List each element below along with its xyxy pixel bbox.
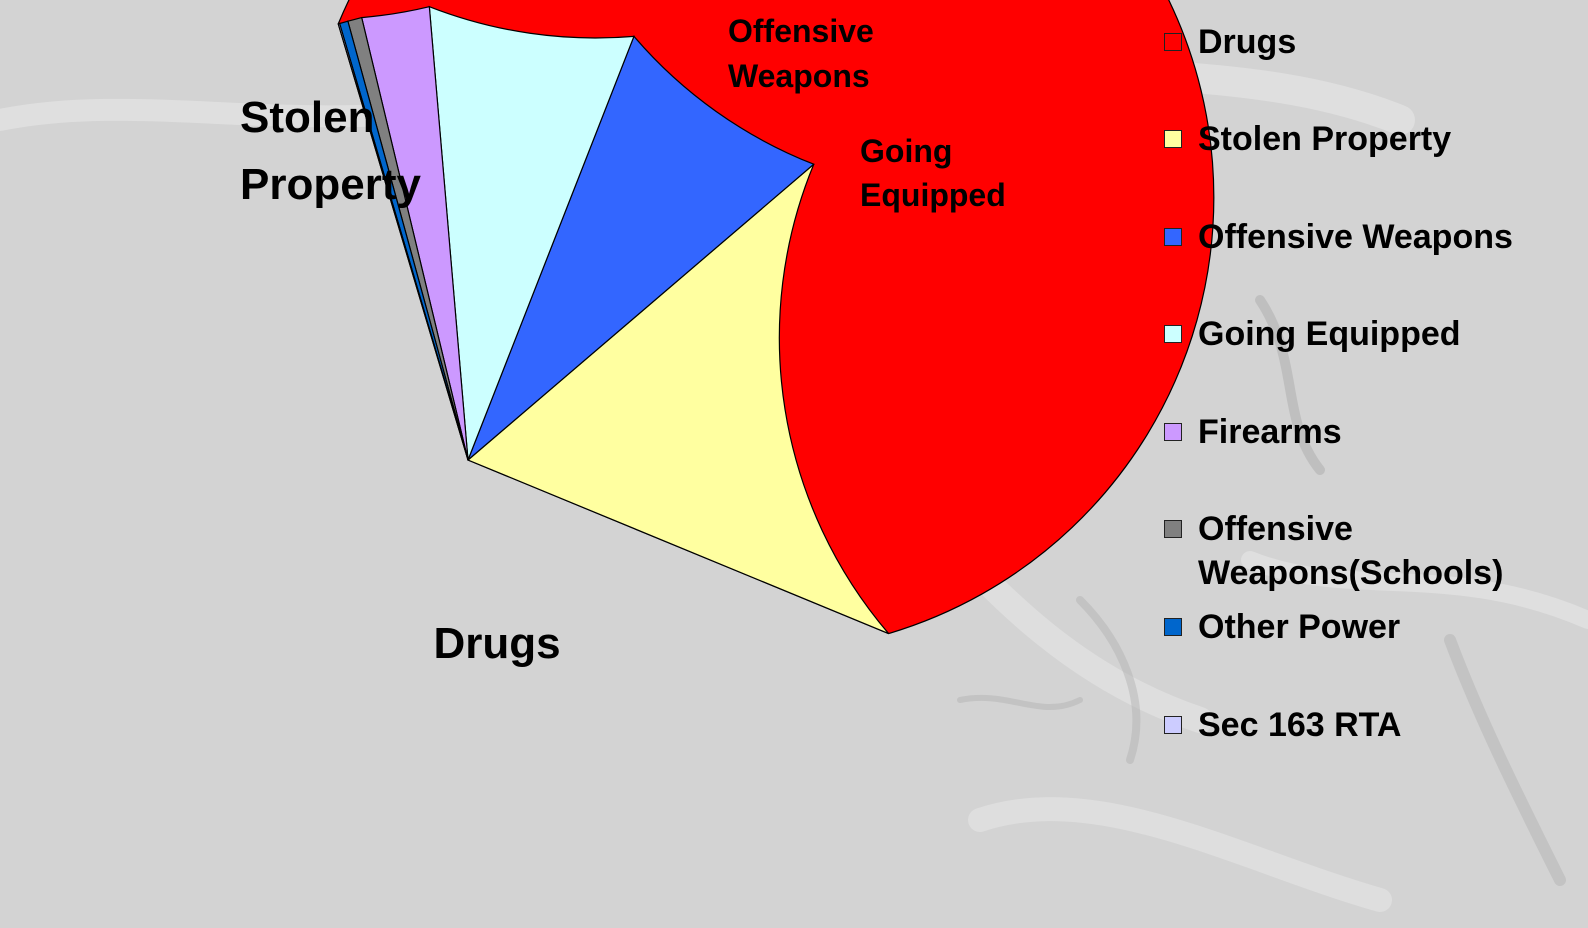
legend-swatch-sec-163-rta: [1164, 716, 1182, 734]
slice-label-going-equipped-line1: Going: [860, 133, 952, 169]
slice-label-stolen-property-line1: Stolen: [240, 93, 374, 142]
legend-item-offensive-weapons: Offensive Weapons: [1164, 215, 1583, 259]
legend-label-offensive-weapons: Offensive Weapons: [1198, 218, 1513, 256]
legend-swatch-other-power: [1164, 618, 1182, 636]
legend-label-firearms: Firearms: [1198, 413, 1342, 451]
pie-slices: [337, 0, 1215, 635]
legend-swatch-stolen-property: [1164, 130, 1182, 148]
legend-item-going-equipped: Going Equipped: [1164, 312, 1583, 356]
legend-swatch-offensive-weapons-schools: [1164, 520, 1182, 538]
legend-label-going-equipped: Going Equipped: [1198, 315, 1461, 353]
pie-slice-stolen-property: [466, 163, 890, 635]
legend-swatch-going-equipped: [1164, 325, 1182, 343]
legend-item-drugs: Drugs: [1164, 20, 1583, 64]
legend-label-other-power: Other Power: [1198, 608, 1401, 646]
legend-item-other-power: Other Power: [1164, 605, 1583, 649]
legend-label-drugs: Drugs: [1198, 23, 1297, 61]
slice-label-drugs: Drugs: [433, 619, 560, 668]
legend-label-offensive-weapons-schools: Offensive Weapons(Schools): [1198, 510, 1504, 592]
slice-label-offensive-weapons-line1: Offensive: [728, 13, 874, 49]
legend-swatch-firearms: [1164, 423, 1182, 441]
pie-slice-offensive-weapons: [467, 35, 815, 461]
pie-slice-sec-163-rta: [337, 22, 469, 461]
legend-swatch-offensive-weapons: [1164, 228, 1182, 246]
legend-swatch-drugs: [1164, 33, 1182, 51]
legend-label-stolen-property: Stolen Property: [1198, 120, 1452, 158]
legend-item-stolen-property: Stolen Property: [1164, 117, 1583, 161]
pie-slice-going-equipped: [428, 5, 635, 461]
legend-label-sec-163-rta: Sec 163 RTA: [1198, 706, 1402, 744]
slice-label-stolen-property-line2: Property: [240, 160, 421, 209]
legend-item-sec-163-rta: Sec 163 RTA: [1164, 703, 1583, 747]
slice-label-going-equipped-line2: Equipped: [860, 177, 1006, 213]
legend-item-offensive-weapons-schools: Offensive Weapons(Schools): [1164, 507, 1583, 595]
legend-item-firearms: Firearms: [1164, 410, 1583, 454]
slice-label-offensive-weapons-line2: Weapons: [728, 58, 870, 94]
